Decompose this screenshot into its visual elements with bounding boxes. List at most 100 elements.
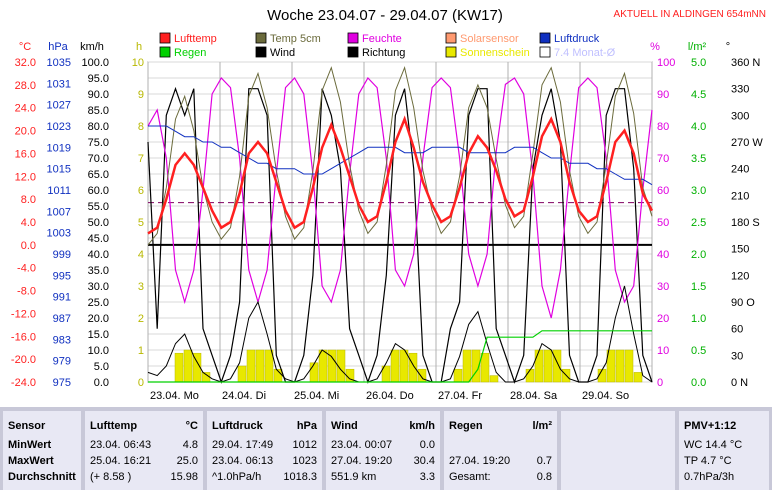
- pressure-avg-value: 1018.3: [283, 471, 317, 483]
- humidity-tick-label: 30: [657, 281, 669, 293]
- legend-swatch: [347, 32, 359, 44]
- legend-label: Wind: [270, 47, 295, 59]
- pressure-max-time: 23.04. 06:13: [212, 455, 274, 467]
- wind-unit: km/h: [409, 420, 435, 432]
- direction-tick-label: 0 N: [731, 377, 748, 389]
- sunshine-bar: [417, 368, 427, 383]
- legend-swatch: [159, 46, 171, 58]
- legend-swatch: [445, 46, 457, 58]
- sensor-header: Sensor: [8, 420, 46, 432]
- wind-avg-value: 3.3: [419, 471, 435, 483]
- series-line-pressure: [148, 125, 653, 186]
- humidity-tick-label: 0: [657, 377, 663, 389]
- temp-tick-label: 8.0: [21, 194, 36, 206]
- rain-unit-label: l/m²: [688, 41, 707, 53]
- series-line-wind: [147, 285, 653, 383]
- sun-tick-label: 0: [138, 377, 144, 389]
- sunshine-bar: [462, 349, 472, 383]
- series-line-airtemp: [147, 115, 654, 235]
- temp-min-time: 23.04. 06:43: [90, 439, 152, 451]
- chart-title: Woche 23.04.07 - 29.04.07 (KW17): [267, 7, 503, 24]
- rain-tick-label: 3.0: [691, 185, 706, 197]
- x-tick-label: 24.04. Di: [222, 390, 266, 402]
- temp-avg-note: (+ 8.58 ): [90, 471, 132, 483]
- rain-tick-label: 0.0: [691, 377, 706, 389]
- wind-tick-label: 10.0: [88, 345, 109, 357]
- wind-tick-label: 20.0: [88, 313, 109, 325]
- pressure-tick-label: 983: [53, 334, 71, 346]
- wind-tick-label: 25.0: [88, 297, 109, 309]
- legend-swatch: [539, 46, 551, 58]
- sunshine-bar: [633, 372, 643, 383]
- pressure-header: Luftdruck: [212, 420, 263, 432]
- wind-max-value: 30.4: [413, 455, 435, 467]
- temp-tick-label: 12.0: [15, 171, 36, 183]
- x-tick-label: 26.04. Do: [366, 390, 414, 402]
- table-col-empty: [561, 411, 675, 490]
- rain-tick-label: 3.5: [691, 153, 706, 165]
- avg-label: Durchschnitt: [8, 471, 76, 483]
- pressure-max-value: 1023: [292, 455, 317, 467]
- wind-tick-label: 30.0: [88, 281, 109, 293]
- pressure-tick-label: 1023: [47, 121, 71, 133]
- humidity-tick-label: 50: [657, 217, 669, 229]
- wind-min-value: 0.0: [419, 439, 435, 451]
- pressure-min-time: 29.04. 17:49: [212, 439, 274, 451]
- sunshine-bar: [525, 368, 535, 383]
- pressure-tick-label: 975: [53, 377, 71, 389]
- pressure-tick-label: 1015: [47, 164, 71, 176]
- wind-tick-label: 55.0: [88, 201, 109, 213]
- legend-swatch: [347, 46, 359, 58]
- rain-total-value: 0.8: [536, 471, 552, 483]
- x-tick-label: 29.04. So: [582, 390, 629, 402]
- direction-tick-label: 90 O: [731, 297, 755, 309]
- direction-tick-label: 330: [731, 84, 749, 96]
- wind-tick-label: 45.0: [88, 233, 109, 245]
- legend-label: Temp 5cm: [270, 33, 321, 45]
- sun-unit-label: h: [136, 41, 142, 53]
- sunshine-bar: [246, 349, 256, 383]
- wind-tick-label: 85.0: [88, 105, 109, 117]
- wind-tick-label: 60.0: [88, 185, 109, 197]
- temp-tick-label: -16.0: [11, 331, 36, 343]
- temp-max-time: 25.04. 16:21: [90, 455, 152, 467]
- direction-tick-label: 120: [731, 270, 749, 282]
- sun-tick-label: 9: [138, 89, 144, 101]
- temp-tick-label: -4.0: [17, 263, 36, 275]
- direction-tick-label: 30: [731, 350, 743, 362]
- x-tick-label: 28.04. Sa: [510, 390, 558, 402]
- temp-unit-label: °C: [19, 41, 31, 53]
- wind-tick-label: 0.0: [94, 377, 109, 389]
- table-col-wind: Wind km/h 23.04. 00:07 0.0 27.04. 19:20 …: [326, 411, 440, 490]
- sunshine-bar: [606, 349, 616, 383]
- temp-tick-label: 32.0: [15, 57, 36, 69]
- series-lines: [147, 66, 654, 384]
- direction-unit-label: °: [726, 41, 730, 53]
- temp-tick-label: 24.0: [15, 103, 36, 115]
- sunshine-bar: [471, 349, 481, 383]
- wind-tick-label: 70.0: [88, 153, 109, 165]
- pressure-min-value: 1012: [292, 439, 317, 451]
- sunshine-bar: [255, 349, 265, 383]
- pressure-tick-label: 999: [53, 249, 71, 261]
- temp-tick-label: 4.0: [21, 217, 36, 229]
- pmv-windchill: WC 14.4 °C: [684, 439, 743, 451]
- pressure-tick-label: 1011: [47, 185, 71, 197]
- legend-label: Richtung: [362, 47, 405, 59]
- wind-tick-label: 100.0: [81, 57, 109, 69]
- humidity-tick-label: 20: [657, 313, 669, 325]
- wind-header: Wind: [331, 420, 358, 432]
- legend-swatch: [445, 32, 457, 44]
- direction-tick-label: 300: [731, 110, 749, 122]
- axes: 32.028.024.020.016.012.08.04.00.0-4.0-8.…: [11, 41, 763, 402]
- temp-tick-label: -24.0: [11, 377, 36, 389]
- min-label: MinWert: [8, 439, 52, 451]
- sunshine-bar: [615, 349, 625, 383]
- pressure-tick-label: 987: [53, 313, 71, 325]
- wind-tick-label: 90.0: [88, 89, 109, 101]
- legend-swatch: [255, 32, 267, 44]
- sunshine-bar: [552, 349, 562, 383]
- sunshine-bars: [174, 349, 643, 383]
- sunshine-bar: [408, 352, 418, 383]
- sun-tick-label: 6: [138, 185, 144, 197]
